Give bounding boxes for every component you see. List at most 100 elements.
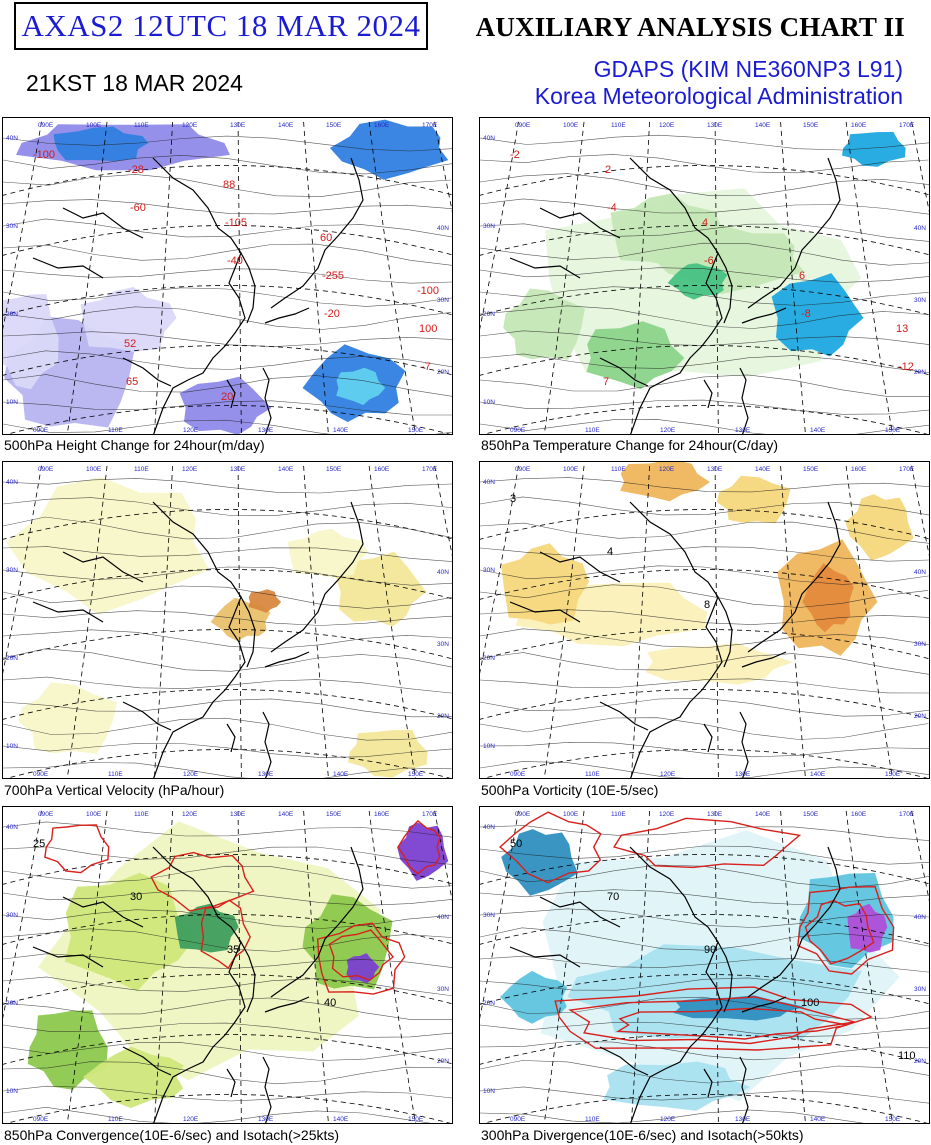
longitude-label-top: 100E — [86, 811, 102, 818]
contour-line — [480, 977, 929, 997]
longitude-label-bottom: 090E — [33, 1116, 49, 1123]
caption-convergence: 850hPa Convergence(10E-6/sec) and Isotac… — [4, 1127, 340, 1143]
map-svg: 090E 100E 110E 120E 130E 140E 150E 160E 170E 090E… — [3, 462, 452, 778]
contour-line — [3, 846, 452, 865]
latitude-label-left: 10N — [483, 399, 495, 406]
latitude-label-left: 30N — [483, 567, 495, 574]
coastline — [264, 996, 310, 1013]
longitude-label-top: 170E — [899, 122, 915, 129]
longitude-line — [302, 807, 329, 1123]
coastline — [629, 501, 723, 778]
coastline — [152, 157, 246, 434]
contour-value-label: -8 — [801, 308, 811, 320]
latitude-label-left: 30N — [483, 912, 495, 919]
latitude-label-left: 20N — [6, 655, 18, 662]
coastline — [539, 207, 621, 239]
shaded-region — [64, 872, 196, 992]
latitude-line — [480, 225, 929, 256]
map-panel-vertical-velocity: 090E 100E 110E 120E 130E 140E 150E 160E 170E 090E… — [2, 461, 453, 779]
longitude-line — [237, 118, 242, 434]
contour-value-label: 50 — [510, 838, 522, 850]
contour-value-label: -28 — [128, 164, 144, 176]
latitude-label-left: 40N — [483, 479, 495, 486]
contour-line — [3, 478, 452, 494]
longitude-label-bottom: 090E — [510, 1116, 526, 1123]
contour-value-label: -255 — [322, 270, 344, 282]
coastline — [739, 1056, 749, 1123]
contour-line — [480, 825, 929, 841]
latitude-label-left: 10N — [6, 399, 18, 406]
isotach-line — [804, 899, 875, 965]
contour-line — [480, 845, 929, 865]
shaded-region — [6, 477, 210, 615]
chart-title: AUXILIARY ANALYSIS CHART II — [475, 12, 905, 42]
longitude-label-top: 150E — [803, 122, 819, 129]
latitude-line — [3, 974, 452, 1005]
contour-line — [3, 610, 452, 626]
latitude-line — [6, 1094, 451, 1123]
shaded-region — [3, 294, 59, 390]
coastline — [152, 501, 246, 778]
contour-value-label: -7 — [421, 361, 431, 373]
caption-vertical-velocity: 700hPa Vertical Velocity (hPa/hour) — [4, 782, 225, 798]
longitude-label-bottom: 130E — [258, 1116, 274, 1123]
contour-value-label: -105 — [225, 217, 247, 229]
longitude-label-bottom: 150E — [408, 771, 424, 778]
longitude-label-bottom: 140E — [810, 427, 826, 434]
local-time: 21KST 18 MAR 2024 — [26, 70, 243, 96]
latitude-label-right: 20N — [914, 369, 926, 376]
longitude-label-top: 110E — [611, 122, 626, 129]
longitude-label-top: 120E — [659, 811, 675, 818]
longitude-label-top: 090E — [515, 811, 531, 818]
coastline — [509, 946, 581, 968]
longitude-label-top: 140E — [278, 811, 294, 818]
coastlines — [32, 157, 364, 434]
longitude-line — [237, 807, 242, 1123]
longitude-label-top: 130E — [230, 466, 246, 473]
isotach-line — [797, 885, 895, 975]
map-svg: -2 -4 -6 -8 -12 2 4 6 13 7 090E 100E 110E 120E 130E 140… — [480, 118, 929, 434]
latitude-line — [480, 629, 929, 660]
longitude-label-bottom: 150E — [408, 1116, 424, 1123]
contour-line — [480, 955, 929, 973]
shaded-field — [503, 131, 906, 390]
latitude-label-right: 30N — [914, 986, 926, 993]
shaded-field — [501, 462, 914, 685]
contour-line — [3, 821, 452, 838]
longitude-label-top: 120E — [659, 466, 675, 473]
longitude-line — [302, 118, 329, 434]
shaded-region — [329, 119, 449, 180]
longitude-line — [845, 462, 893, 778]
longitude-label-top: 170E — [899, 466, 915, 473]
longitude-label-top: 140E — [278, 122, 294, 129]
isotach-line — [328, 929, 395, 981]
longitude-label-top: 170E — [422, 122, 438, 129]
latitude-label-right: 30N — [914, 297, 926, 304]
isotach-line — [200, 899, 251, 970]
longitude-label-bottom: 130E — [258, 427, 274, 434]
latitude-label-right: 40N — [437, 914, 449, 921]
latitude-line — [480, 1034, 929, 1065]
longitude-label-bottom: 130E — [735, 1116, 751, 1123]
longitude-label-top: 090E — [515, 122, 531, 129]
shaded-field — [3, 119, 449, 434]
longitude-label-top: 100E — [563, 466, 579, 473]
latitude-label-left: 10N — [6, 1088, 18, 1095]
longitude-label-top: 100E — [86, 466, 102, 473]
contour-line — [3, 497, 452, 516]
shaded-region — [673, 995, 805, 1021]
latitude-label-right: 20N — [437, 1058, 449, 1065]
contour-line — [3, 1022, 452, 1038]
latitude-label-left: 40N — [6, 135, 18, 142]
shaded-region — [845, 494, 914, 561]
latitude-line — [3, 1034, 452, 1065]
longitude-line — [845, 118, 893, 434]
longitude-label-bottom: 130E — [735, 771, 751, 778]
contour-line — [3, 762, 452, 778]
isotach-line — [316, 922, 406, 995]
longitude-label-top: 130E — [707, 122, 723, 129]
map-svg: -100 -60 -40 -20 -7 -28 -105 -255 100 65 88 60 -100 5… — [3, 118, 452, 434]
longitude-label-bottom: 110E — [108, 771, 123, 778]
contour-line — [3, 400, 452, 416]
thin-contours — [3, 135, 452, 434]
